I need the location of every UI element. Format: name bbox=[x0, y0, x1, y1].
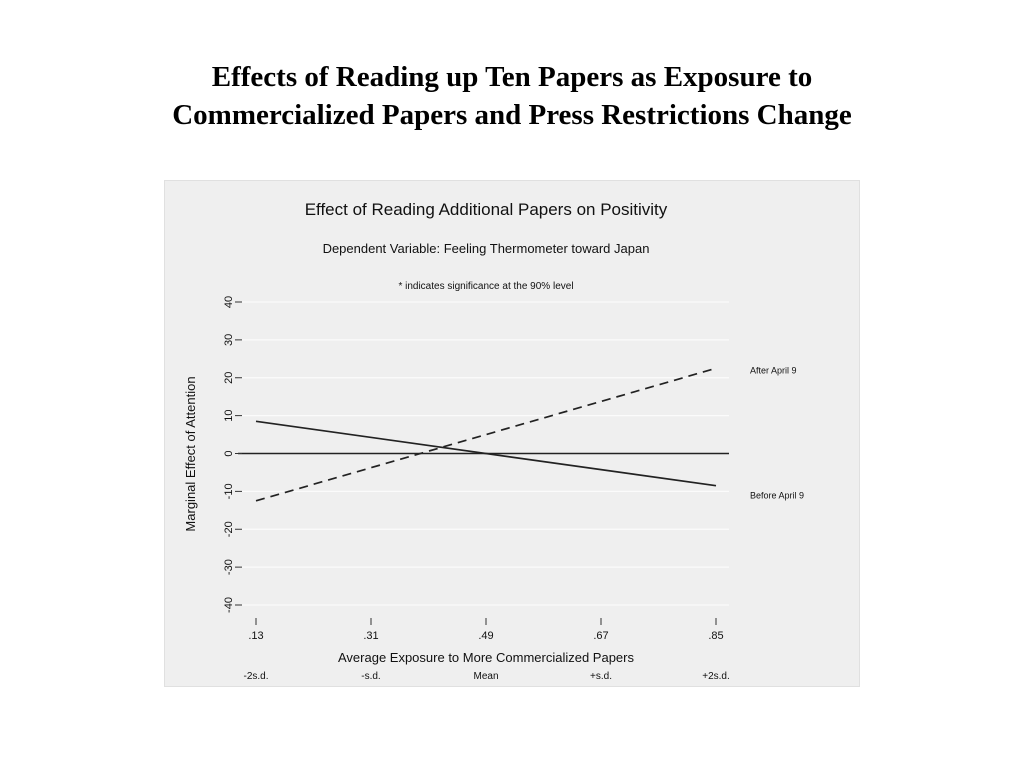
slide-title-line-1: Effects of Reading up Ten Papers as Expo… bbox=[211, 61, 813, 93]
x-tick-label: .85 bbox=[708, 630, 723, 642]
y-axis-title: Marginal Effect of Attention bbox=[183, 376, 198, 531]
x-tick-label: .13 bbox=[248, 630, 263, 642]
x-tick-label: .31 bbox=[363, 630, 378, 642]
chart-svg: Effect of Reading Additional Papers on P… bbox=[183, 200, 804, 682]
chart-figure: Effect of Reading Additional Papers on P… bbox=[164, 180, 860, 687]
x-tick-label: .67 bbox=[593, 630, 608, 642]
y-tick-label: 0 bbox=[223, 450, 235, 456]
x-sd-label: Mean bbox=[473, 671, 498, 682]
slide-title-line-2: Commercialized Papers and Press Restrict… bbox=[172, 99, 852, 131]
series-label-before-april-9: Before April 9 bbox=[750, 491, 804, 501]
y-tick-label: -30 bbox=[223, 559, 235, 575]
x-sd-label: +2s.d. bbox=[702, 671, 730, 682]
y-tick-label: -40 bbox=[223, 597, 235, 613]
y-tick-label: 20 bbox=[223, 372, 235, 384]
chart-title: Effect of Reading Additional Papers on P… bbox=[305, 200, 668, 219]
x-sd-label: -s.d. bbox=[361, 671, 380, 682]
series-lines bbox=[255, 367, 717, 502]
y-axis: -40 -30 -20 -10 0 10 20 30 40 bbox=[223, 296, 242, 613]
x-axis: .13 -2s.d. .31 -s.d. .49 Mean .67 +s.d. .85 +2s.d… bbox=[243, 618, 730, 682]
slide-title: Effects of Reading up Ten Papers as Expo… bbox=[0, 58, 1024, 134]
y-tick-label: 40 bbox=[223, 296, 235, 308]
y-tick-label: -20 bbox=[223, 521, 235, 537]
series-label-after-april-9: After April 9 bbox=[750, 365, 797, 375]
series-line-before-april-9 bbox=[255, 420, 717, 487]
x-axis-title: Average Exposure to More Commercialized … bbox=[338, 650, 635, 665]
y-tick-label: 30 bbox=[223, 334, 235, 346]
x-sd-label: -2s.d. bbox=[243, 671, 268, 682]
x-sd-label: +s.d. bbox=[590, 671, 612, 682]
series-labels: After April 9 Before April 9 bbox=[750, 365, 804, 500]
x-tick-label: .49 bbox=[478, 630, 493, 642]
y-tick-label: 10 bbox=[223, 410, 235, 422]
series-line-after-april-9 bbox=[255, 367, 717, 502]
chart-subtitle: Dependent Variable: Feeling Thermometer … bbox=[323, 241, 650, 256]
chart-note: * indicates significance at the 90% leve… bbox=[398, 281, 573, 292]
y-tick-label: -10 bbox=[223, 483, 235, 499]
